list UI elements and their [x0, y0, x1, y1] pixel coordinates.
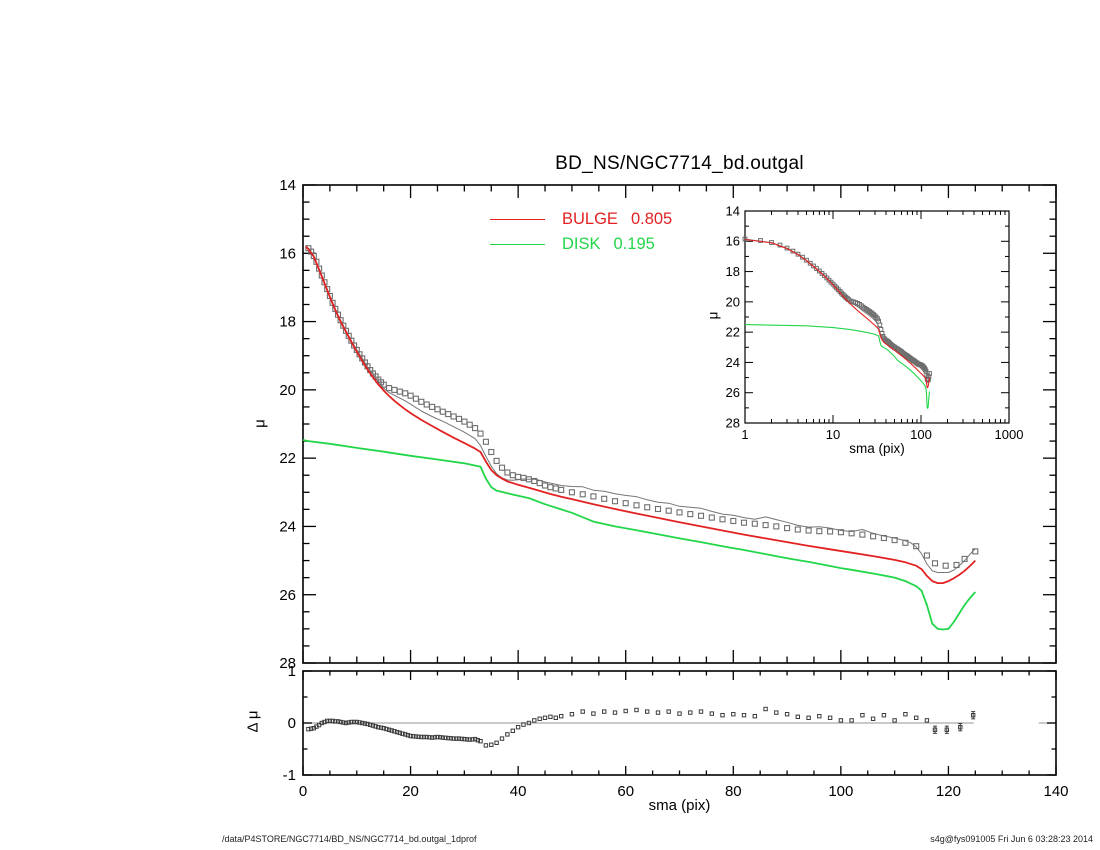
legend-label-disk: DISK — [562, 234, 601, 253]
inset-total-model-line — [744, 238, 930, 384]
inset-disk-line — [744, 324, 931, 409]
svg-text:140: 140 — [1043, 783, 1068, 800]
svg-text:14: 14 — [726, 203, 740, 218]
svg-text:16: 16 — [726, 234, 740, 249]
inset-bulge-line — [744, 238, 931, 389]
inset-y-axis-label: μ — [705, 311, 721, 320]
svg-text:40: 40 — [510, 783, 527, 800]
bulge-line-swatch — [490, 218, 545, 220]
x-axis-label: sma (pix) — [648, 797, 711, 814]
svg-text:22: 22 — [726, 325, 740, 340]
svg-text:100: 100 — [828, 783, 853, 800]
svg-text:60: 60 — [617, 783, 634, 800]
main-panel-axes: 14 16 18 20 22 24 26 28 — [279, 177, 1057, 672]
legend-row-bulge: BULGE 0.805 — [490, 209, 672, 229]
svg-text:10: 10 — [826, 427, 840, 442]
svg-text:16: 16 — [279, 245, 296, 262]
svg-text:20: 20 — [402, 783, 419, 800]
legend-value-bulge: 0.805 — [630, 209, 673, 228]
inset-observed-data-points — [742, 236, 932, 383]
disk-line — [302, 439, 976, 631]
svg-text:28: 28 — [726, 415, 740, 430]
svg-text:20: 20 — [279, 382, 296, 399]
svg-text:22: 22 — [279, 450, 296, 467]
svg-text:80: 80 — [725, 783, 742, 800]
legend-value-disk: 0.195 — [613, 234, 655, 253]
main-y-axis-label: μ — [251, 419, 269, 428]
residual-errorbar-points — [932, 711, 976, 734]
svg-text:120: 120 — [936, 783, 961, 800]
bulge-line — [305, 245, 976, 584]
svg-text:24: 24 — [726, 355, 740, 370]
footer-user-timestamp: s4g@fys091005 Fri Jun 6 03:28:23 2014 — [930, 834, 1093, 844]
observed-data-points — [305, 245, 979, 569]
footer-file-path: /data/P4STORE/NGC7714/BD_NS/NGC7714_bd.o… — [222, 834, 477, 844]
inset-x-axis-label: sma (pix) — [849, 441, 905, 456]
residual-y-axis-label: Δ μ — [244, 710, 262, 733]
svg-text:0: 0 — [288, 715, 296, 732]
inset-panel-axes: 1 10 100 1000 14 16 18 20 22 24 26 28 — [726, 203, 1024, 442]
svg-text:28: 28 — [279, 655, 296, 672]
svg-text:-1: -1 — [283, 767, 296, 784]
svg-text:0: 0 — [299, 783, 307, 800]
svg-text:100: 100 — [910, 427, 932, 442]
legend-row-disk: DISK 0.195 — [490, 234, 655, 254]
svg-text:20: 20 — [726, 294, 740, 309]
svg-text:1000: 1000 — [995, 427, 1024, 442]
disk-line-swatch — [490, 243, 545, 245]
svg-text:1: 1 — [288, 663, 296, 680]
figure-title: BD_NS/NGC7714_bd.outgal — [555, 153, 804, 174]
legend-label-bulge: BULGE — [562, 209, 618, 228]
svg-text:18: 18 — [279, 314, 296, 331]
svg-text:26: 26 — [726, 385, 740, 400]
total-model-line — [305, 245, 976, 573]
svg-text:18: 18 — [726, 264, 740, 279]
svg-text:26: 26 — [279, 587, 296, 604]
svg-text:14: 14 — [279, 177, 296, 194]
svg-text:1: 1 — [741, 427, 748, 442]
residual-points — [306, 706, 930, 748]
svg-text:24: 24 — [279, 519, 296, 536]
